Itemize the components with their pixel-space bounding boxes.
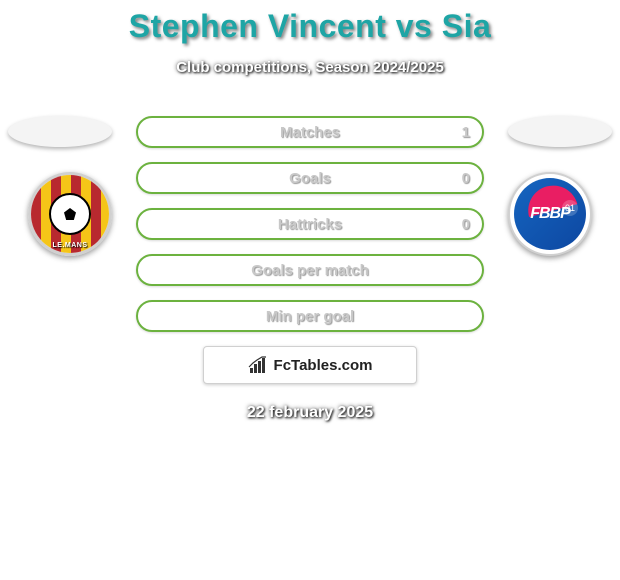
stat-right-value: 0 [462, 170, 470, 187]
page-title: Stephen Vincent vs Sia [0, 0, 620, 45]
lemans-crest: LE.MANS [31, 175, 109, 253]
stat-right-value: 0 [462, 216, 470, 233]
stat-rows: Matches 1 Goals 0 Hattricks 0 Goals per … [136, 116, 484, 332]
stat-row-min-per-goal: Min per goal [136, 300, 484, 332]
stat-label: Goals per match [251, 262, 369, 279]
stat-label: Min per goal [266, 308, 354, 325]
stat-row-matches: Matches 1 [136, 116, 484, 148]
chart-icon [248, 356, 268, 374]
stats-area: LE.MANS FBBP 01 Matches 1 Goals 0 Hattri… [0, 116, 620, 422]
club-badge-right: FBBP 01 [508, 172, 592, 256]
stat-label: Goals [289, 170, 331, 187]
lemans-label: LE.MANS [53, 242, 88, 249]
player-avatar-right [508, 116, 612, 147]
stat-row-hattricks: Hattricks 0 [136, 208, 484, 240]
footer-brand-badge[interactable]: FcTables.com [203, 346, 417, 384]
stat-label: Hattricks [278, 216, 342, 233]
club-badge-left: LE.MANS [28, 172, 112, 256]
stat-label: Matches [280, 124, 340, 141]
footer-brand-text: FcTables.com [274, 357, 373, 374]
subtitle: Club competitions, Season 2024/2025 [0, 59, 620, 76]
soccer-ball-icon [49, 193, 91, 235]
player-avatar-left [8, 116, 112, 147]
date-text: 22 february 2025 [0, 404, 620, 422]
fbbp-code: 01 [562, 200, 578, 216]
fbbp-crest: FBBP 01 [514, 178, 586, 250]
stat-row-goals: Goals 0 [136, 162, 484, 194]
stat-right-value: 1 [462, 124, 470, 141]
stat-row-goals-per-match: Goals per match [136, 254, 484, 286]
